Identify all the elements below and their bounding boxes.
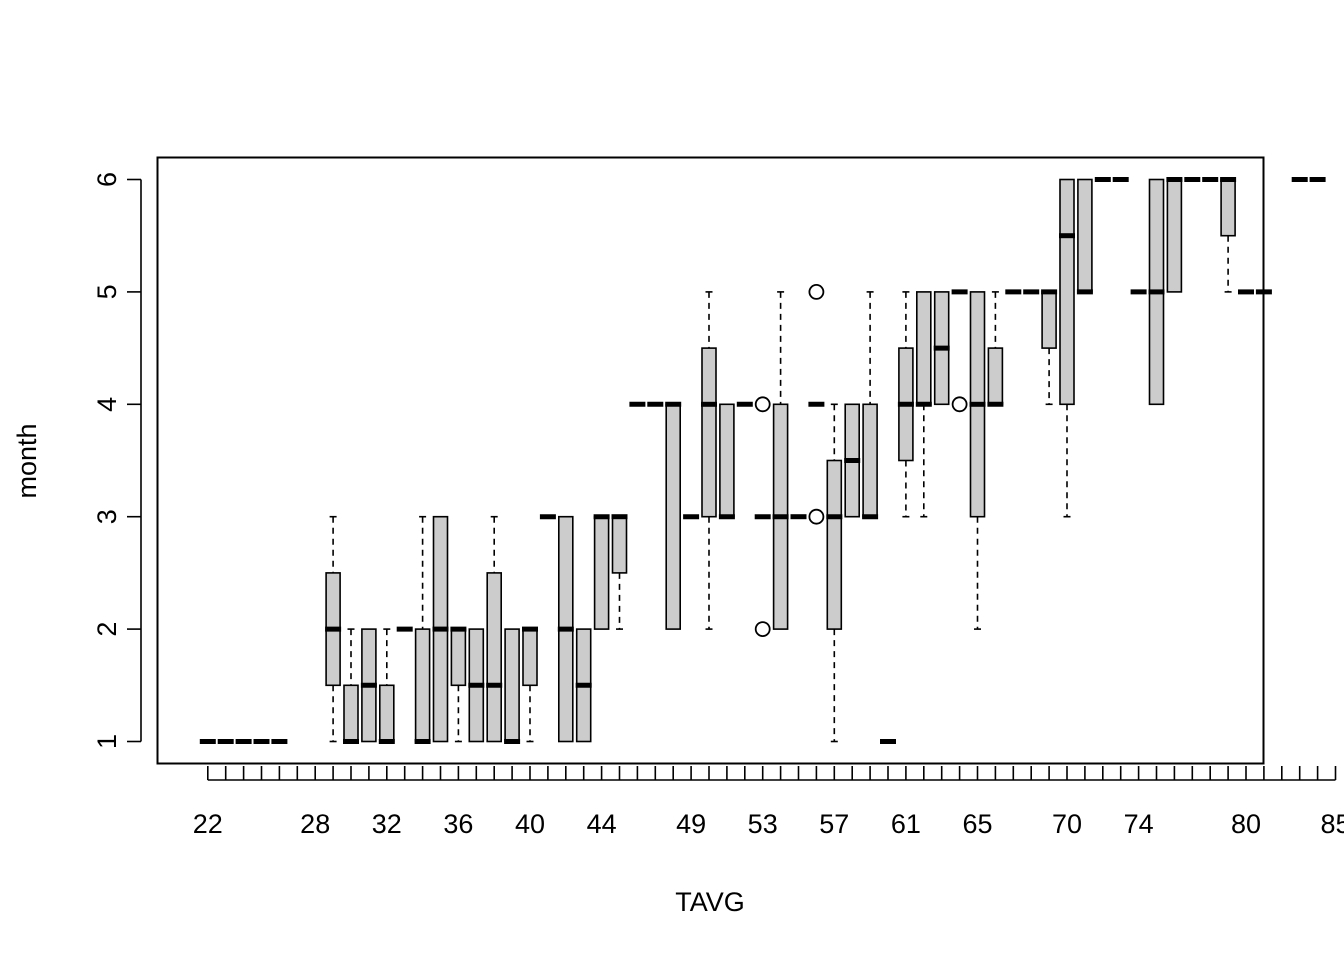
- box-66: [987, 291, 1004, 407]
- x-tick-label: 57: [819, 809, 849, 839]
- box-iqr: [719, 403, 735, 518]
- box-iqr: [665, 403, 682, 630]
- y-tick-label: 6: [92, 172, 122, 187]
- x-axis-title: TAVG: [675, 887, 745, 917]
- box-iqr: [486, 572, 503, 743]
- box-44: [593, 514, 610, 630]
- outlier-point: [754, 621, 771, 637]
- box-48: [665, 401, 682, 630]
- box-62: [915, 291, 932, 518]
- outlier-point: [951, 396, 968, 413]
- outlier-point: [808, 508, 825, 525]
- box-iqr: [522, 628, 538, 687]
- x-tick-label: 36: [443, 809, 473, 839]
- box-38: [486, 515, 503, 743]
- box-37: [468, 628, 485, 743]
- x-tick-label: 49: [676, 809, 706, 839]
- box-39: [504, 628, 521, 744]
- box-40: [522, 626, 538, 743]
- outlier-point: [754, 396, 771, 413]
- x-tick-label: 61: [891, 809, 921, 839]
- x-tick-label: 32: [372, 809, 402, 839]
- box-79: [1220, 177, 1237, 293]
- y-tick-label: 4: [92, 397, 122, 412]
- box-iqr: [862, 403, 878, 518]
- box-30: [343, 628, 359, 744]
- x-tick-label: 80: [1231, 809, 1261, 839]
- box-57: [826, 403, 843, 743]
- box-35: [432, 515, 449, 743]
- box-iqr: [504, 628, 520, 743]
- box-54: [772, 291, 789, 630]
- box-53: [754, 396, 771, 637]
- box-56: [808, 283, 825, 525]
- y-axis: 1 2 3 4 5 6: [92, 172, 142, 749]
- box-iqr: [1077, 178, 1093, 293]
- x-tick-label: 70: [1052, 809, 1082, 839]
- y-tick-label: 5: [92, 284, 122, 299]
- box-iqr: [987, 347, 1004, 406]
- box-70: [1059, 178, 1075, 518]
- box-34: [414, 515, 431, 744]
- box-iqr: [701, 347, 717, 518]
- box-51: [718, 403, 735, 520]
- box-iqr: [826, 459, 843, 630]
- box-61: [897, 291, 914, 518]
- box-iqr: [915, 291, 932, 406]
- box-76: [1166, 177, 1183, 293]
- y-tick-label: 3: [92, 509, 122, 524]
- box-69: [1041, 289, 1058, 406]
- x-tick-label: 74: [1124, 809, 1154, 839]
- box-71: [1076, 178, 1093, 295]
- box-50: [701, 291, 717, 630]
- x-tick-label: 40: [515, 809, 545, 839]
- y-axis-title: month: [12, 423, 42, 498]
- box-32: [378, 628, 395, 744]
- box-75: [1148, 178, 1165, 406]
- box-31: [360, 628, 377, 743]
- box-29: [325, 515, 342, 743]
- box-65: [969, 291, 986, 630]
- box-64: [951, 289, 968, 413]
- box-iqr: [450, 628, 467, 687]
- x-tick-label: 65: [962, 809, 992, 839]
- boxes-layer: [199, 177, 1326, 744]
- box-58: [844, 403, 861, 518]
- x-axis: 22 28 32 36 40 44 49 53 57 61 65 70 74 80 85: [193, 766, 1344, 839]
- box-42: [557, 515, 574, 743]
- box-iqr: [593, 515, 610, 630]
- box-iqr: [414, 628, 431, 743]
- box-iqr: [1041, 291, 1057, 349]
- x-tick-label: 22: [193, 809, 223, 839]
- box-36: [450, 626, 467, 743]
- box-43: [575, 628, 592, 743]
- x-tick-label: 85: [1320, 809, 1344, 839]
- plot-frame: [156, 156, 1265, 765]
- box-63: [933, 291, 950, 406]
- box-45: [611, 514, 628, 630]
- box-iqr: [611, 515, 628, 574]
- y-tick-label: 2: [92, 622, 122, 637]
- x-tick-label: 28: [300, 809, 330, 839]
- box-iqr: [1166, 178, 1183, 293]
- x-tick-label: 53: [748, 809, 778, 839]
- x-tick-label: 44: [587, 809, 617, 839]
- box-iqr: [1059, 178, 1075, 406]
- box-59: [862, 291, 879, 520]
- box-iqr: [343, 684, 359, 743]
- box-iqr: [378, 684, 395, 743]
- box-iqr: [1220, 178, 1236, 237]
- y-tick-label: 1: [92, 734, 122, 749]
- outlier-point: [808, 283, 825, 300]
